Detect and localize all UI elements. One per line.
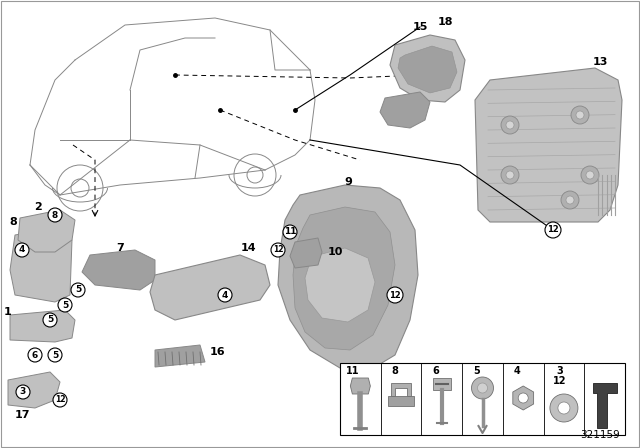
Text: 12: 12 <box>547 225 559 234</box>
Polygon shape <box>398 46 457 93</box>
Text: 5: 5 <box>473 366 480 376</box>
Text: 8: 8 <box>52 211 58 220</box>
Polygon shape <box>278 185 418 370</box>
Polygon shape <box>8 372 60 408</box>
Polygon shape <box>433 378 451 390</box>
Text: 321159: 321159 <box>580 430 620 440</box>
Text: 15: 15 <box>412 22 428 32</box>
Text: 11: 11 <box>346 366 359 376</box>
Circle shape <box>477 383 488 393</box>
Polygon shape <box>390 35 465 102</box>
Polygon shape <box>350 378 371 394</box>
Circle shape <box>576 111 584 119</box>
Text: 12: 12 <box>553 376 566 386</box>
Text: 3: 3 <box>557 366 563 376</box>
Polygon shape <box>380 92 430 128</box>
Circle shape <box>501 166 519 184</box>
Circle shape <box>16 385 30 399</box>
Text: 8: 8 <box>392 366 399 376</box>
Polygon shape <box>155 345 205 367</box>
Polygon shape <box>293 207 395 350</box>
Circle shape <box>506 171 514 179</box>
Circle shape <box>472 377 493 399</box>
Circle shape <box>501 116 519 134</box>
Circle shape <box>271 243 285 257</box>
Circle shape <box>15 243 29 257</box>
Text: 1: 1 <box>4 307 12 317</box>
Text: 10: 10 <box>328 247 344 257</box>
Text: 9: 9 <box>344 177 352 187</box>
Circle shape <box>571 106 589 124</box>
Polygon shape <box>593 383 617 428</box>
Circle shape <box>558 402 570 414</box>
Text: 11: 11 <box>284 228 296 237</box>
Circle shape <box>71 283 85 297</box>
Text: 5: 5 <box>52 350 58 359</box>
Text: 4: 4 <box>514 366 520 376</box>
Text: 18: 18 <box>437 17 452 27</box>
Text: 12: 12 <box>389 290 401 300</box>
Circle shape <box>545 222 561 238</box>
Text: 13: 13 <box>592 57 608 67</box>
Circle shape <box>518 393 528 403</box>
Polygon shape <box>305 248 375 322</box>
Circle shape <box>48 208 62 222</box>
Polygon shape <box>290 238 322 268</box>
Circle shape <box>218 288 232 302</box>
Circle shape <box>586 171 594 179</box>
Text: 3: 3 <box>20 388 26 396</box>
Circle shape <box>506 121 514 129</box>
Text: 5: 5 <box>47 315 53 324</box>
Polygon shape <box>391 383 411 396</box>
Text: 16: 16 <box>210 347 226 357</box>
Text: 7: 7 <box>116 243 124 253</box>
Text: 17: 17 <box>14 410 29 420</box>
Text: 2: 2 <box>34 202 42 212</box>
Text: 6: 6 <box>433 366 439 376</box>
Text: 5: 5 <box>75 285 81 294</box>
Polygon shape <box>10 228 72 302</box>
Polygon shape <box>10 310 75 342</box>
Circle shape <box>58 298 72 312</box>
Circle shape <box>561 191 579 209</box>
Circle shape <box>550 394 578 422</box>
Text: 12: 12 <box>55 396 65 405</box>
Text: 12: 12 <box>273 246 284 254</box>
Polygon shape <box>18 210 75 252</box>
Polygon shape <box>388 396 414 406</box>
Polygon shape <box>150 255 270 320</box>
Bar <box>340 363 625 435</box>
Text: 8: 8 <box>9 217 17 227</box>
Polygon shape <box>513 386 534 410</box>
Circle shape <box>53 393 67 407</box>
Text: 6: 6 <box>32 350 38 359</box>
Circle shape <box>28 348 42 362</box>
Polygon shape <box>82 250 155 290</box>
Circle shape <box>48 348 62 362</box>
Text: 14: 14 <box>240 243 256 253</box>
Text: 5: 5 <box>62 301 68 310</box>
Circle shape <box>581 166 599 184</box>
Circle shape <box>43 313 57 327</box>
Circle shape <box>283 225 297 239</box>
Polygon shape <box>475 68 622 222</box>
Text: 4: 4 <box>19 246 25 254</box>
Text: 4: 4 <box>222 290 228 300</box>
Circle shape <box>566 196 574 204</box>
Circle shape <box>387 287 403 303</box>
